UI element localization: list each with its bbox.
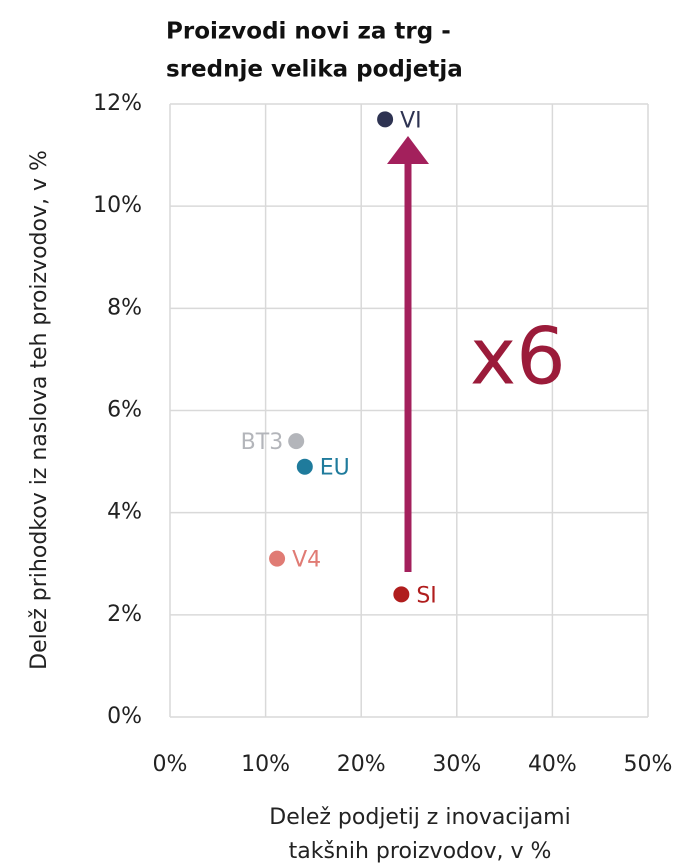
point — [269, 550, 286, 567]
x-axis-label: Delež podjetij z inovacijami — [269, 805, 570, 830]
y-tick-label: 8% — [107, 295, 142, 320]
y-tick-label: 4% — [107, 500, 142, 525]
x-tick-label: 50% — [624, 752, 673, 777]
chart-title: Proizvodi novi za trg - — [166, 19, 451, 45]
chart-title: srednje velika podjetja — [166, 57, 463, 83]
y-tick-label: 12% — [93, 91, 142, 116]
y-axis-label: Delež prihodkov iz naslova teh proizvodo… — [27, 150, 52, 670]
point — [393, 586, 410, 603]
y-tick-label: 0% — [107, 704, 142, 729]
point-label: V4 — [292, 548, 321, 573]
y-tick-label: 10% — [93, 193, 142, 218]
y-tick-label: 2% — [107, 602, 142, 627]
point-label: BT3 — [241, 430, 284, 455]
point — [288, 433, 305, 450]
point — [377, 111, 394, 128]
x-tick-label: 10% — [241, 752, 290, 777]
annotation: x6 — [470, 312, 566, 402]
point-label: EU — [320, 456, 350, 481]
x-axis-label: takšnih proizvodov, v % — [289, 839, 552, 864]
arrow-head — [387, 136, 429, 164]
point — [296, 458, 313, 475]
x-tick-label: 30% — [432, 752, 481, 777]
x-tick-label: 20% — [337, 752, 386, 777]
x-tick-label: 0% — [153, 752, 188, 777]
point-label: VI — [400, 108, 422, 133]
x-tick-label: 40% — [528, 752, 577, 777]
y-tick-label: 6% — [107, 398, 142, 423]
point-label: SI — [416, 583, 436, 608]
